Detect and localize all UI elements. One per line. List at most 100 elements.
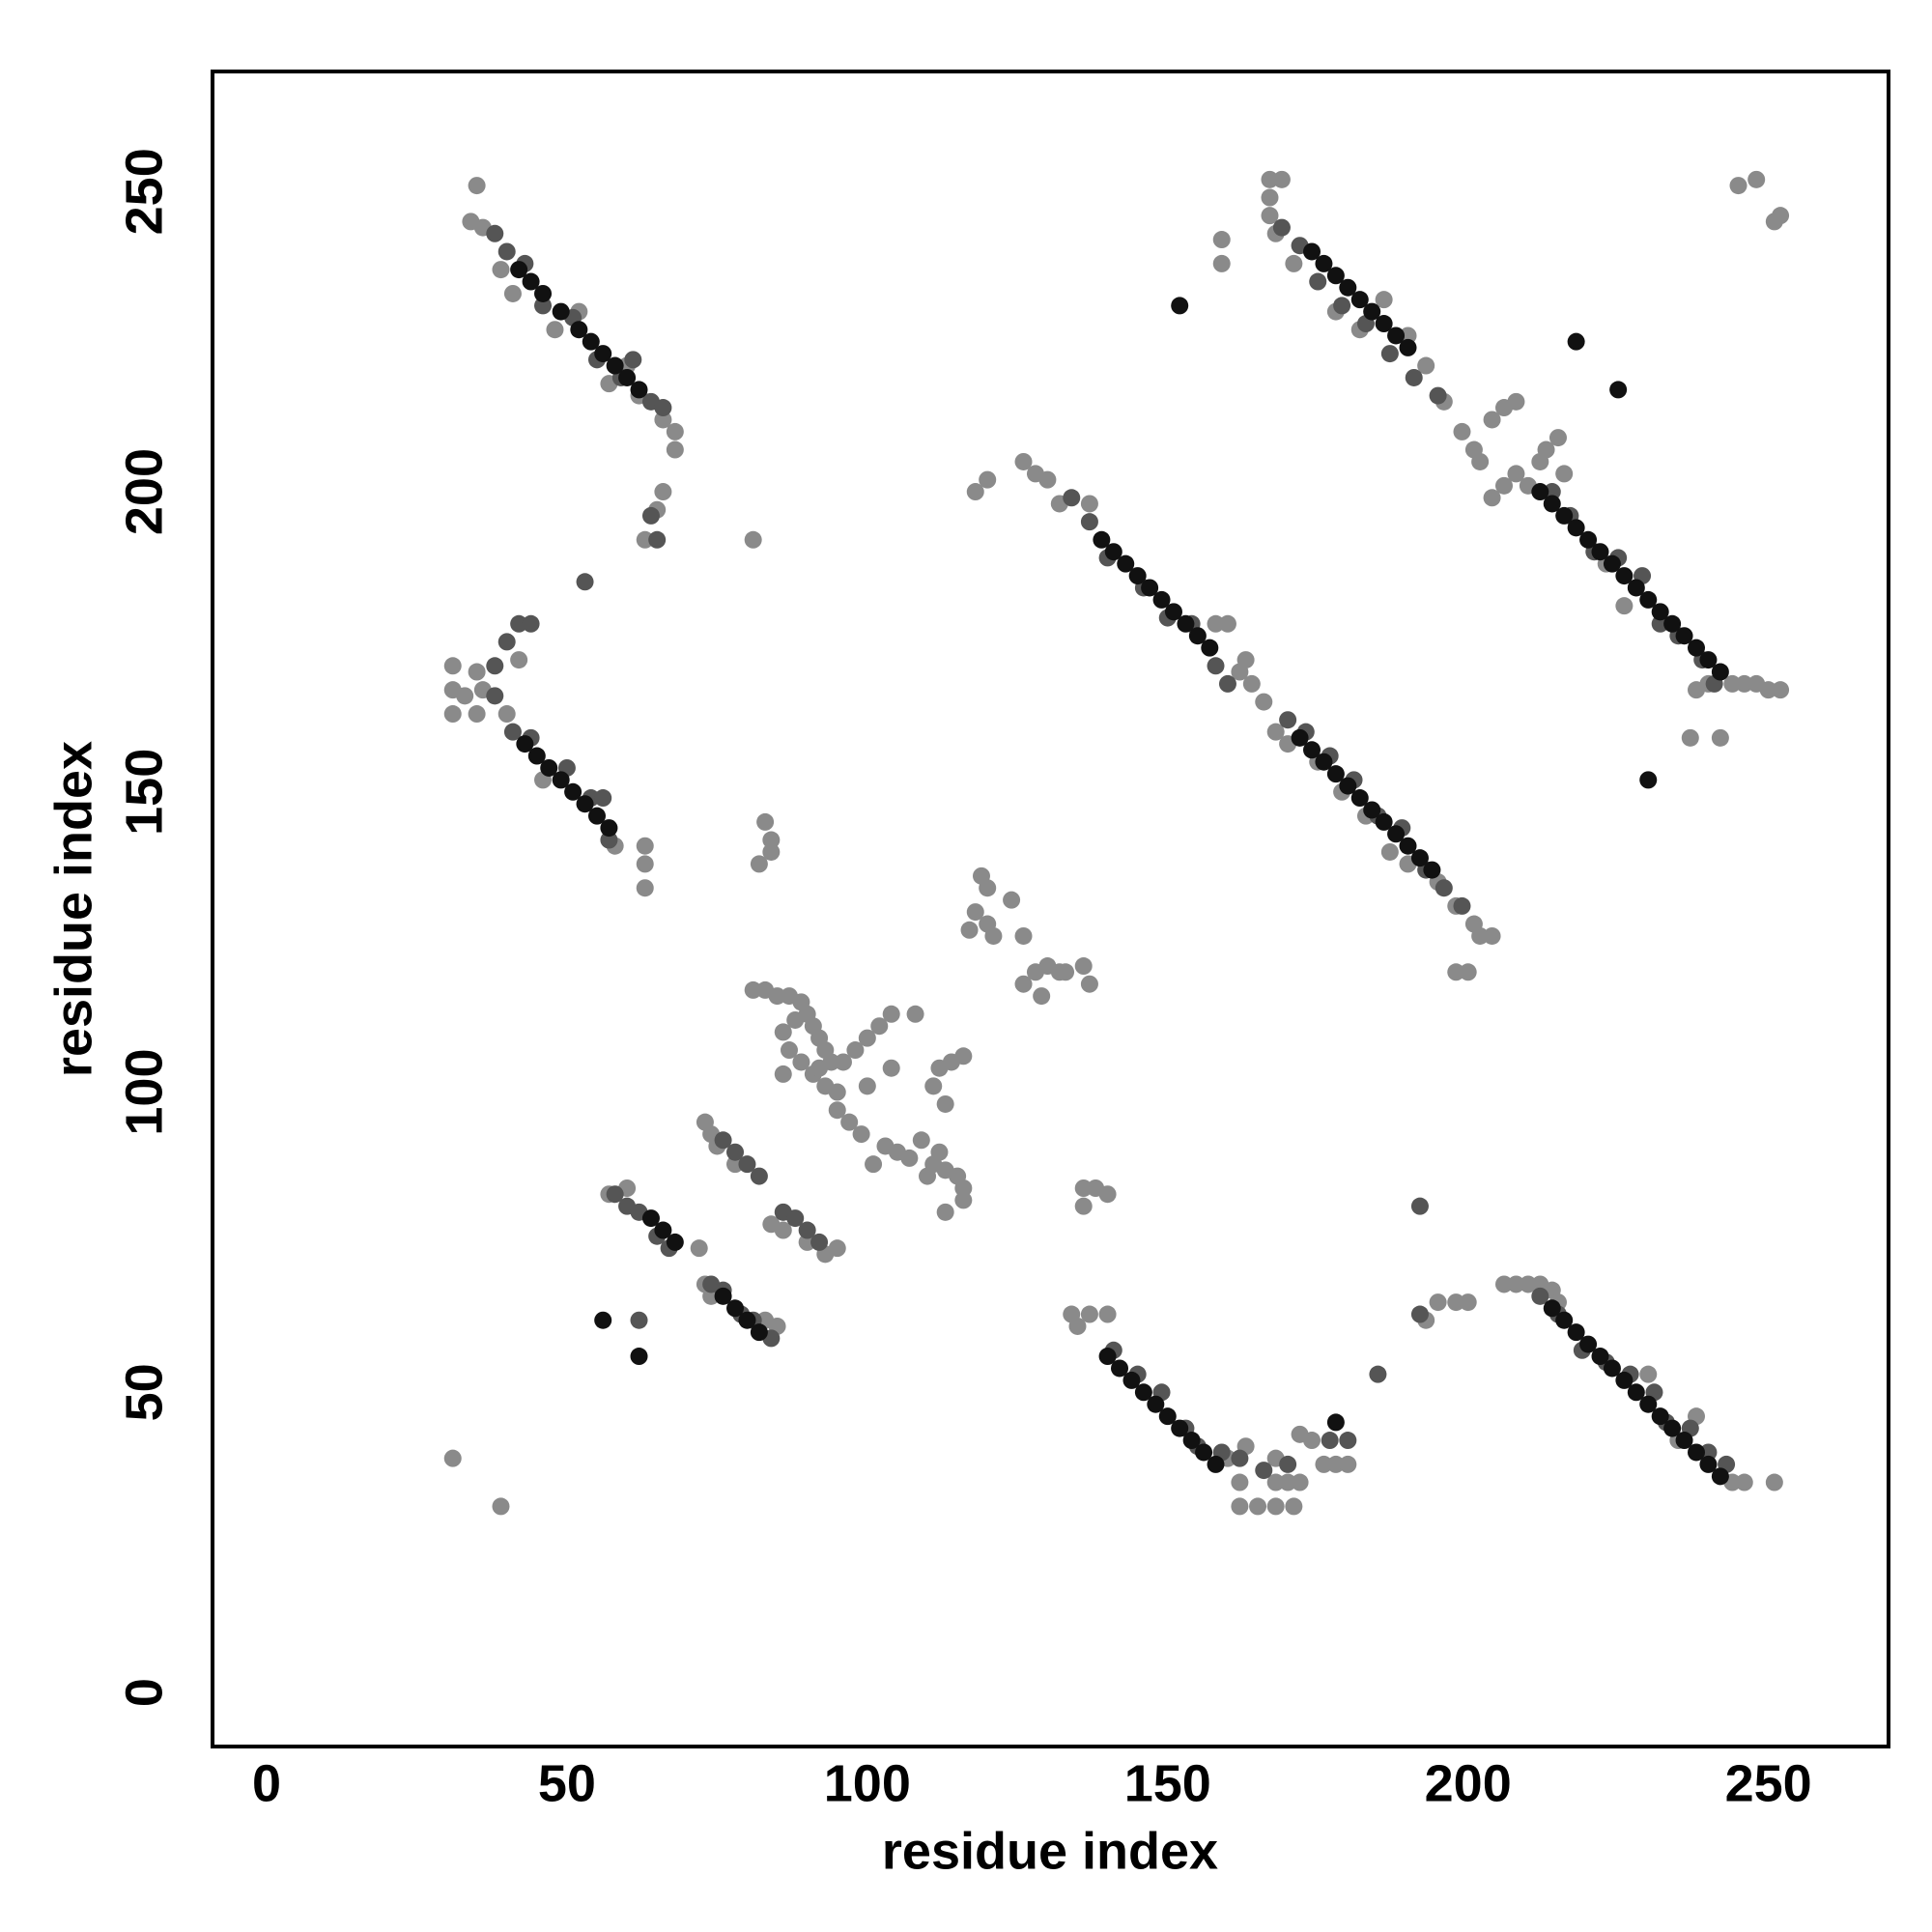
contact-point [1471,452,1490,470]
contact-point [1080,1305,1098,1323]
contact-point [1675,627,1693,645]
contact-point [1350,789,1369,808]
contact-point [1543,1299,1561,1318]
contact-point [1375,291,1393,309]
contact-point [1735,1473,1753,1492]
contact-point [443,705,462,724]
contact-point [1285,254,1303,272]
contact-point [786,1209,805,1228]
contact-point [726,1299,745,1318]
contact-point [1567,1323,1585,1342]
contact-point [979,879,997,897]
contact-point [954,1179,973,1197]
contact-point [1663,1419,1682,1437]
contact-point [1279,711,1297,729]
contact-point [966,483,984,501]
x-tick-label: 0 [252,1754,281,1812]
contact-point [1339,777,1357,795]
contact-point [762,842,781,861]
contact-point [1729,177,1747,195]
contact-point [1555,1311,1574,1329]
contact-point [1291,1473,1309,1492]
contact-point [882,1059,900,1077]
contact-point [1201,639,1219,657]
contact-point [654,483,672,501]
y-axis-label: residue index [44,741,102,1077]
contact-point [810,1233,829,1251]
contact-point [1483,489,1501,507]
contact-point [1231,1449,1249,1467]
contact-point [486,657,504,675]
contact-point [1711,1467,1729,1486]
contact-point [858,1077,876,1095]
contact-point [1158,1407,1177,1426]
contact-point [1279,1473,1297,1492]
contact-point [1272,218,1291,237]
x-tick-label: 200 [1425,1754,1512,1812]
contact-point [1495,476,1514,495]
contact-point [468,705,486,724]
contact-point [1080,495,1098,513]
plot-frame [211,70,1890,1748]
contact-point [1765,1473,1783,1492]
contact-point [1303,1432,1321,1450]
contact-point [492,261,510,279]
contact-point [1326,1455,1345,1473]
contact-point [919,1167,937,1185]
contact-point [828,1083,846,1101]
contact-point [1266,1497,1285,1516]
contact-point [846,1041,865,1060]
contact-point [726,1155,745,1174]
contact-point [1399,327,1417,345]
x-tick-label: 50 [538,1754,596,1812]
contact-point [630,381,648,399]
contact-point [1543,495,1561,513]
contact-point [516,735,534,753]
contact-point [1279,1455,1297,1473]
contact-point [1218,614,1236,633]
contact-point [1375,812,1393,831]
contact-point [1615,567,1634,585]
contact-point [1098,1185,1117,1204]
contact-point [966,903,984,922]
contact-point [1531,483,1549,501]
contact-point [1399,837,1417,855]
contact-point [1231,1497,1249,1516]
contact-point [714,1131,732,1150]
contact-point [552,302,570,321]
contact-point [1447,963,1465,981]
contact-point [1699,1443,1718,1462]
contact-point [618,368,637,386]
contact-point [1495,1275,1514,1293]
contact-point [503,284,522,302]
contact-point [1435,879,1453,897]
contact-point [1003,891,1021,909]
contact-point [750,855,768,873]
contact-point [1207,657,1225,675]
contact-point [468,177,486,195]
y-tick-label: 50 [115,1363,173,1421]
contact-point [606,356,624,375]
contact-point [1074,957,1093,976]
contact-point [1093,530,1111,549]
y-tick-label: 250 [115,148,173,235]
contact-point [1410,1305,1429,1323]
contact-point [654,399,672,417]
contact-point [1152,590,1171,609]
contact-point [600,831,618,849]
contact-point [1699,651,1718,669]
contact-point [1423,861,1441,879]
contact-point [1507,392,1525,411]
contact-point [1429,386,1447,405]
contact-point [1459,963,1477,981]
contact-point [798,1221,816,1239]
contact-point [792,1053,810,1071]
contact-point [1117,554,1135,573]
contact-point [1453,896,1471,915]
contact-point [1266,1473,1285,1492]
contact-point [1285,1497,1303,1516]
contact-point [1212,254,1231,272]
contact-point [1723,674,1742,693]
contact-point [1014,975,1033,993]
contact-point [1387,825,1406,843]
